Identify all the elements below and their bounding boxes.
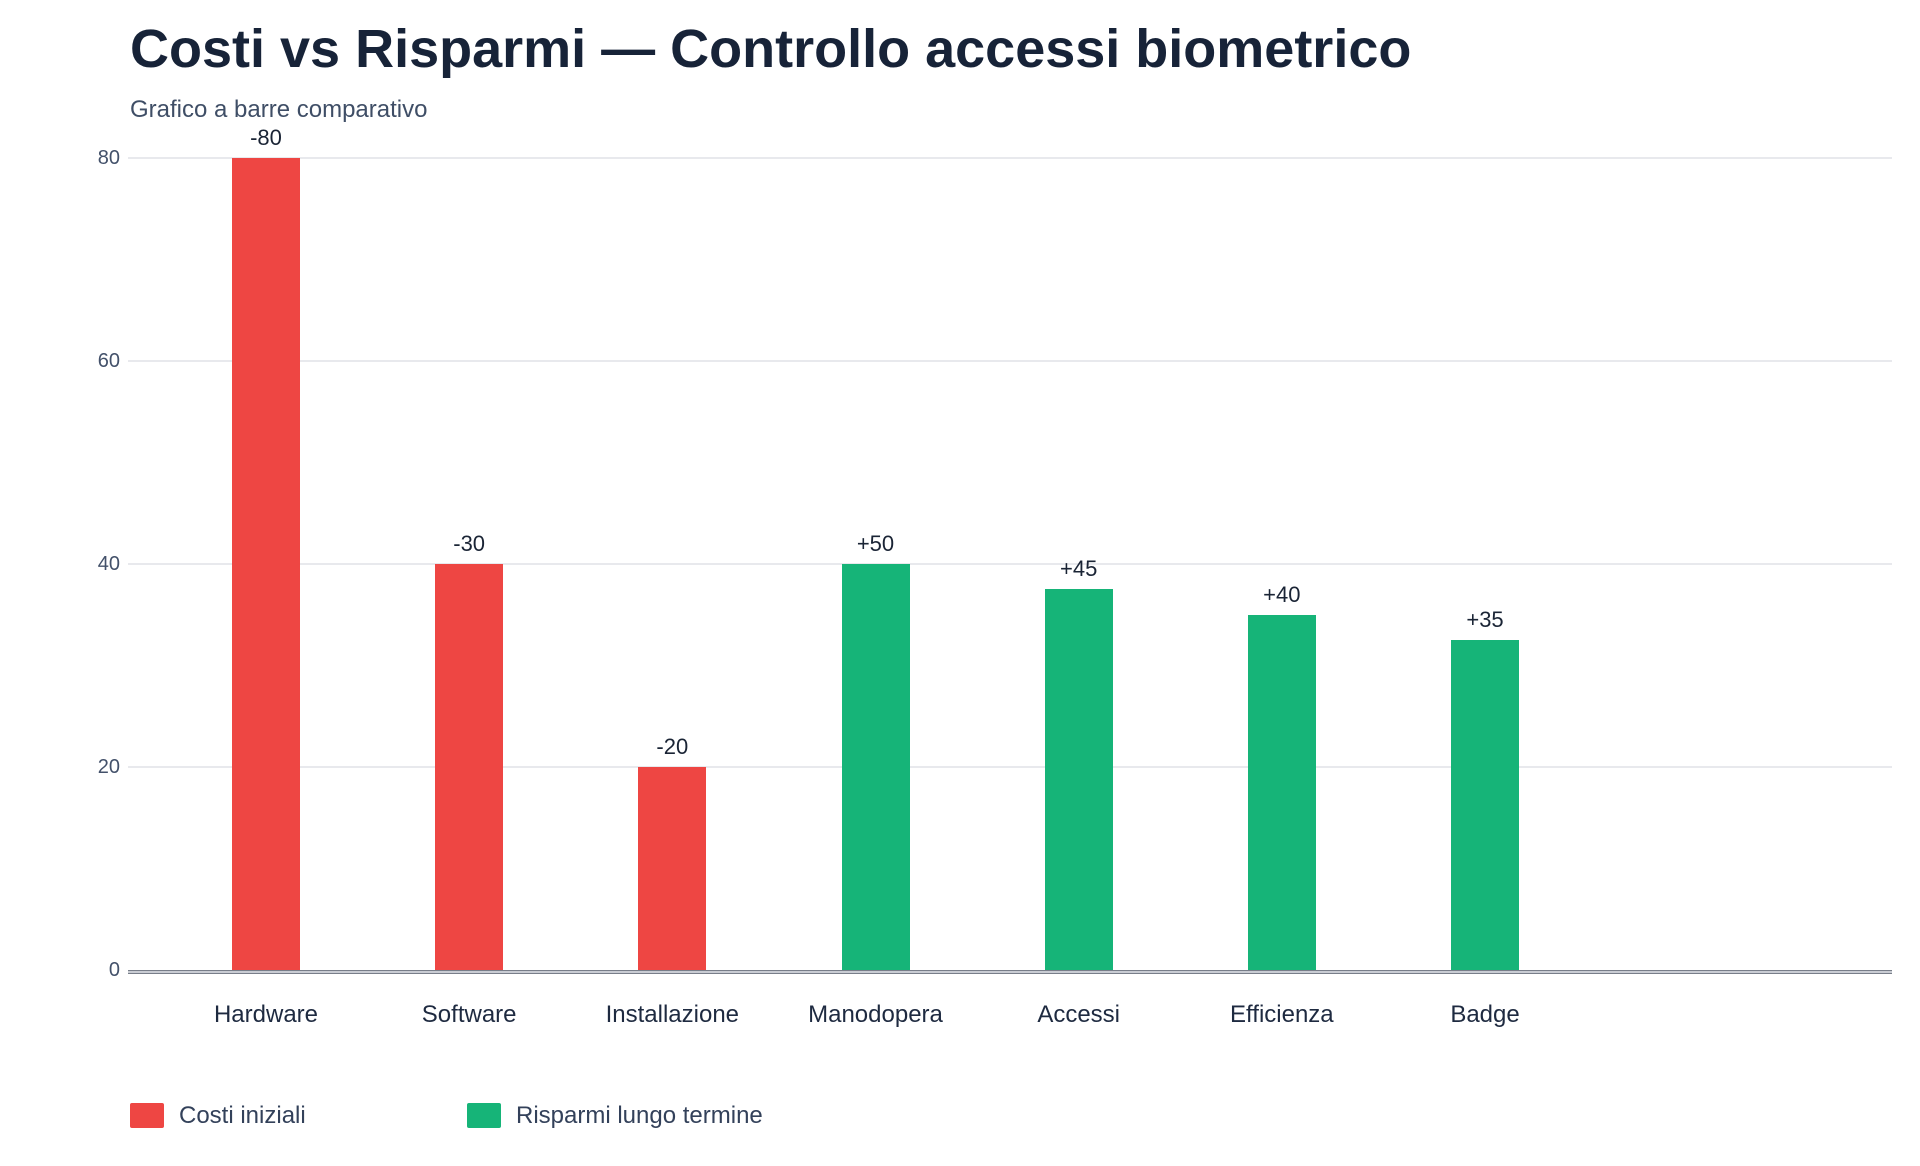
legend-item-cost: Costi iniziali	[130, 1103, 306, 1128]
bar-value-label: -30	[453, 530, 486, 556]
bar-efficienza	[1247, 614, 1316, 970]
bar-value-label: +50	[856, 530, 895, 556]
x-axis-category-label: Accessi	[1037, 1001, 1121, 1028]
x-axis-category-label: Software	[421, 1001, 517, 1028]
bar-installazione	[638, 766, 707, 970]
legend-item-saving: Risparmi lungo termine	[467, 1103, 763, 1128]
y-axis-tick-label: 60	[97, 349, 120, 372]
gridline-80	[128, 156, 1892, 159]
y-axis-tick-label: 0	[108, 959, 120, 981]
legend-label: Costi iniziali	[179, 1102, 306, 1129]
legend-swatch-saving	[467, 1103, 501, 1128]
bar-accessi	[1044, 589, 1113, 970]
y-axis-tick-label: 20	[97, 755, 120, 778]
bar-value-label: -20	[656, 733, 689, 759]
x-axis-line	[128, 970, 1892, 974]
bar-manodopera	[841, 563, 910, 970]
bar-value-label: +35	[1466, 606, 1504, 632]
legend-label: Risparmi lungo termine	[516, 1102, 763, 1129]
bar-value-label: +40	[1263, 581, 1301, 607]
gridline-40	[128, 562, 1892, 565]
x-axis-category-label: Efficienza	[1230, 1001, 1334, 1028]
x-axis-category-label: Hardware	[213, 1001, 319, 1028]
y-axis-tick-label: 40	[97, 552, 120, 575]
x-axis-category-label: Installazione	[605, 1001, 740, 1028]
bar-value-label: -80	[250, 124, 282, 150]
bar-software	[435, 563, 504, 970]
gridline-60	[128, 359, 1892, 362]
bar-value-label: +45	[1060, 556, 1098, 582]
x-axis-category-label: Badge	[1450, 1001, 1520, 1028]
gridline-20	[128, 765, 1892, 768]
bar-hardware	[232, 157, 300, 970]
legend-swatch-cost	[130, 1103, 164, 1128]
chart-subtitle: Grafico a barre comparativo	[130, 96, 428, 123]
bar-badge	[1451, 639, 1520, 970]
x-axis-category-label: Manodopera	[808, 1001, 943, 1028]
y-axis-tick-label: 80	[97, 146, 120, 169]
chart-title: Costi vs Risparmi — Controllo accessi bi…	[130, 19, 1412, 79]
